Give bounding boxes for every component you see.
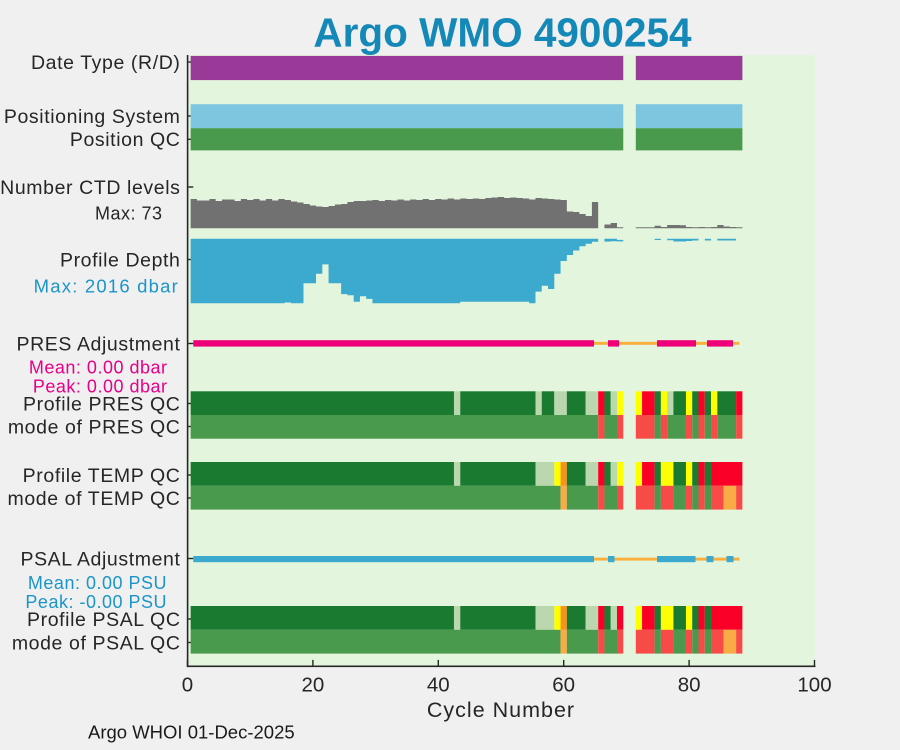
svg-text:Date Type (R/D): Date Type (R/D) [31,52,181,74]
svg-text:Profile PRES QC: Profile PRES QC [23,393,180,415]
svg-text:mode of PSAL QC: mode of PSAL QC [12,632,181,654]
svg-text:Profile PSAL QC: Profile PSAL QC [27,609,181,631]
svg-text:PSAL Adjustment: PSAL Adjustment [20,548,180,570]
svg-text:Position QC: Position QC [70,129,181,151]
svg-text:Mean: 0.00 dbar: Mean: 0.00 dbar [29,357,168,377]
svg-text:Max: 2016 dbar: Max: 2016 dbar [34,276,179,297]
svg-text:mode of PRES QC: mode of PRES QC [8,416,181,438]
svg-text:Cycle Number: Cycle Number [427,698,575,722]
svg-text:PRES Adjustment: PRES Adjustment [17,333,181,355]
svg-text:60: 60 [552,673,575,696]
svg-text:40: 40 [427,673,450,696]
svg-text:Peak: -0.00 PSU: Peak: -0.00 PSU [25,592,167,612]
svg-text:Peak: 0.00 dbar: Peak: 0.00 dbar [33,376,168,396]
svg-text:Positioning System: Positioning System [4,106,181,128]
svg-text:Argo WMO 4900254: Argo WMO 4900254 [313,9,692,55]
svg-text:20: 20 [301,673,324,696]
svg-text:Max: 73: Max: 73 [95,203,163,223]
svg-text:0: 0 [182,673,193,696]
svg-text:Profile Depth: Profile Depth [60,249,181,271]
svg-text:Number CTD levels: Number CTD levels [0,177,180,199]
svg-text:Profile TEMP QC: Profile TEMP QC [23,465,181,487]
svg-text:80: 80 [678,673,701,696]
svg-text:100: 100 [797,673,831,696]
svg-text:Argo WHOI 01-Dec-2025: Argo WHOI 01-Dec-2025 [88,722,295,743]
svg-text:mode of TEMP QC: mode of TEMP QC [7,488,180,510]
svg-text:Mean: 0.00 PSU: Mean: 0.00 PSU [28,573,167,593]
